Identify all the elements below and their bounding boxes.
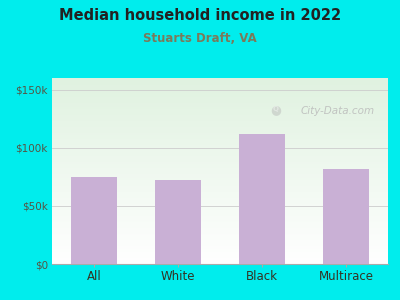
Text: Q: Q xyxy=(272,106,278,112)
Bar xyxy=(239,134,285,264)
Text: City-Data.com: City-Data.com xyxy=(301,106,375,116)
Bar xyxy=(323,169,369,264)
Bar xyxy=(155,180,201,264)
Text: Stuarts Draft, VA: Stuarts Draft, VA xyxy=(143,32,257,44)
Text: Median household income in 2022: Median household income in 2022 xyxy=(59,8,341,22)
Bar xyxy=(71,177,117,264)
Text: ●: ● xyxy=(270,103,281,116)
